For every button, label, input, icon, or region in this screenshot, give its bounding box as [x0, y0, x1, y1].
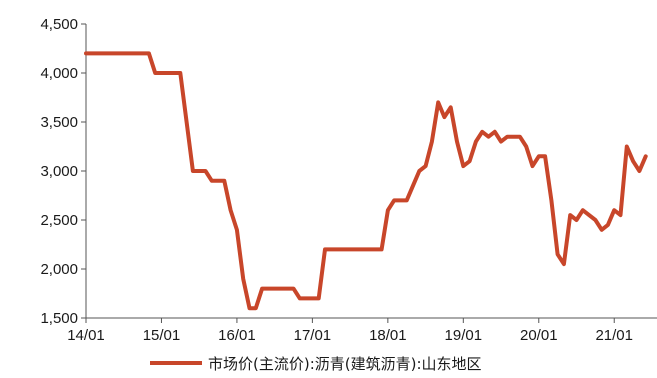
data-point	[461, 164, 465, 168]
data-point	[518, 135, 522, 139]
data-point	[593, 218, 597, 222]
legend-label: 市场价(主流价):沥青(建筑沥青):山东地区	[208, 354, 482, 373]
data-point	[449, 105, 453, 109]
data-point	[436, 101, 440, 104]
data-point	[430, 140, 434, 144]
data-point	[235, 228, 239, 232]
x-tick-label: 15/01	[143, 327, 181, 344]
data-point	[493, 130, 497, 134]
y-tick-label: 2,000	[40, 261, 78, 278]
x-tick-label: 17/01	[294, 327, 332, 344]
data-point	[549, 199, 553, 202]
data-point	[386, 208, 390, 212]
data-point	[612, 208, 616, 212]
data-point	[606, 223, 610, 227]
data-point	[637, 169, 641, 173]
series-layer	[84, 51, 648, 311]
data-point	[581, 208, 585, 212]
y-tick-label: 3,500	[40, 114, 78, 131]
data-point	[298, 297, 302, 300]
x-tick-label: 20/01	[520, 327, 558, 344]
data-point	[455, 140, 459, 144]
data-point	[424, 164, 427, 168]
data-point	[537, 154, 541, 158]
data-point	[185, 120, 189, 124]
data-point	[524, 145, 528, 148]
data-point	[543, 154, 547, 158]
data-point	[443, 115, 446, 119]
y-tick-label: 4,500	[40, 16, 78, 33]
y-tick-label: 2,500	[40, 212, 78, 229]
data-point	[531, 164, 534, 168]
data-point	[405, 199, 409, 202]
x-tick-label: 21/01	[595, 327, 633, 344]
data-point	[380, 248, 383, 251]
data-point	[487, 135, 490, 139]
data-point	[204, 169, 207, 173]
data-point	[317, 297, 321, 300]
data-point	[222, 179, 226, 183]
x-tick-label: 18/01	[369, 327, 407, 344]
data-point	[556, 252, 560, 256]
x-axis-ticks: 14/01 15/01 16/01 17/01 18/01 19/01 20/01 21/01	[67, 318, 633, 344]
data-point	[191, 169, 195, 173]
y-tick-label: 3,000	[40, 163, 78, 180]
data-point	[625, 145, 629, 148]
data-point	[260, 287, 264, 290]
data-point	[417, 169, 421, 173]
data-point	[84, 52, 88, 55]
data-point	[292, 287, 295, 290]
y-tick-label: 4,000	[40, 65, 78, 82]
data-point	[248, 306, 251, 310]
data-point	[241, 277, 245, 281]
data-point	[568, 213, 572, 217]
data-point	[575, 218, 578, 222]
data-point	[411, 184, 415, 188]
data-point	[323, 248, 327, 251]
data-point	[468, 159, 472, 163]
legend-swatch	[150, 361, 202, 365]
data-point	[562, 262, 566, 266]
data-point	[499, 140, 503, 144]
data-point	[505, 135, 509, 139]
chart-legend: 市场价(主流价):沥青(建筑沥青):山东地区	[150, 352, 482, 374]
data-point	[474, 140, 478, 144]
data-point	[229, 208, 233, 212]
data-point	[153, 71, 157, 75]
x-tick-label: 14/01	[67, 327, 105, 344]
data-point	[254, 306, 258, 310]
data-point	[392, 199, 396, 202]
y-tick-label: 1,500	[40, 310, 78, 327]
y-axis-ticks: 1,500 2,000 2,500 3,000 3,500 4,000 4,500	[40, 16, 86, 327]
x-tick-label: 16/01	[218, 327, 256, 344]
data-point	[480, 130, 484, 134]
data-point	[147, 52, 151, 55]
data-point	[600, 228, 604, 232]
data-point	[178, 71, 182, 75]
data-point	[631, 159, 635, 163]
data-point	[210, 179, 214, 183]
x-tick-label: 19/01	[445, 327, 483, 344]
data-point	[619, 213, 622, 217]
data-point	[644, 154, 648, 158]
